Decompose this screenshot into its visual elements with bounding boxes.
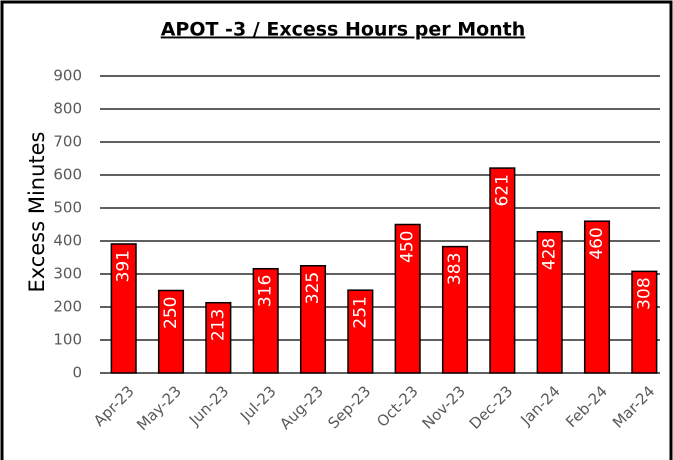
bar xyxy=(110,243,137,374)
y-tick-label: 0 xyxy=(72,364,82,382)
bar xyxy=(536,231,563,374)
y-axis-label: Excess Minutes xyxy=(25,131,49,292)
data-label: 325 xyxy=(303,272,323,304)
y-tick-label: 700 xyxy=(53,133,82,151)
data-label: 383 xyxy=(445,253,465,285)
chart-title: APOT -3 / Excess Hours per Month xyxy=(161,19,526,41)
y-tick-label: 400 xyxy=(53,232,82,250)
bar xyxy=(583,220,611,374)
y-tick-label: 900 xyxy=(53,67,82,85)
data-label: 316 xyxy=(256,275,276,307)
y-tick-label: 300 xyxy=(53,265,82,283)
bar xyxy=(299,265,327,374)
data-label: 251 xyxy=(350,296,370,328)
data-label: 450 xyxy=(398,231,418,263)
y-tick-label: 200 xyxy=(53,298,82,316)
bar xyxy=(347,289,374,374)
bar xyxy=(205,301,232,374)
y-tick-label: 100 xyxy=(53,331,82,349)
bar xyxy=(252,267,279,374)
data-label: 213 xyxy=(208,309,228,341)
bar xyxy=(157,289,185,374)
data-label: 391 xyxy=(114,250,134,282)
data-label: 621 xyxy=(492,174,512,206)
data-label: 428 xyxy=(540,238,560,270)
y-tick-label: 600 xyxy=(53,166,82,184)
bar xyxy=(631,270,658,374)
y-tick-label: 800 xyxy=(53,100,82,118)
bar xyxy=(489,167,516,374)
data-label: 250 xyxy=(161,297,181,329)
y-tick-label: 500 xyxy=(53,199,82,217)
data-label: 460 xyxy=(587,227,607,259)
bar xyxy=(441,245,469,374)
data-label: 308 xyxy=(634,277,654,309)
bar xyxy=(394,223,421,374)
